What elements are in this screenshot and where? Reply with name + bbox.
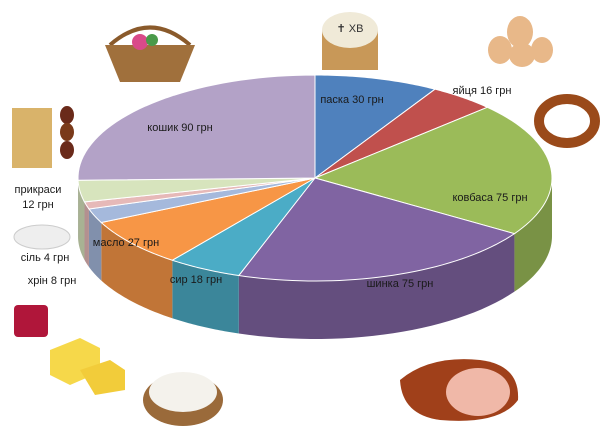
data-label: сир 18 грн [169, 274, 223, 286]
ham-picture [400, 359, 519, 421]
data-label: кошик 90 грн [147, 122, 213, 134]
pie-slice [237, 177, 516, 282]
data-label: ковбаса 75 грн [452, 192, 528, 204]
pie-slice [88, 177, 316, 224]
pie-slice [171, 177, 316, 277]
eggs-picture [488, 16, 553, 67]
pie-slice [313, 106, 553, 235]
decorations-picture [12, 106, 74, 168]
basket-picture [105, 25, 195, 82]
pie-slice-side [78, 180, 85, 260]
cake-picture: ✝ ХВ [322, 12, 378, 70]
svg-text:✝ ХВ: ✝ ХВ [337, 23, 364, 35]
pie-slice [314, 88, 489, 179]
pie-slice [314, 74, 437, 179]
pie-slice-side [88, 208, 102, 281]
pie-slice-side [172, 260, 239, 334]
pie-tops [77, 74, 553, 282]
pie-sides [78, 178, 552, 339]
data-label: шинка 75 грн [366, 278, 434, 290]
data-label: яйця 16 грн [452, 85, 512, 97]
cottage-cheese-picture [143, 372, 223, 426]
salt-picture [13, 224, 71, 250]
pictures: ✝ ХВ [12, 12, 600, 426]
butter-picture [50, 338, 125, 395]
pie-slice-side [101, 222, 173, 319]
data-label: паска 30 грн [320, 94, 384, 106]
data-label: хрін 8 грн [27, 275, 77, 287]
pie-slice-side [238, 233, 515, 339]
pie-slice [77, 74, 316, 181]
pie-slice-side [84, 201, 89, 267]
data-label: масло 27 грн [92, 237, 160, 249]
pie-slice [77, 177, 316, 203]
sausage-picture [534, 94, 600, 148]
pie-slice [100, 177, 316, 261]
data-label: прикраси 12 грн [14, 184, 62, 211]
jar-picture [14, 305, 48, 337]
pie-slice [83, 177, 316, 210]
data-label: сіль 4 грн [20, 252, 70, 264]
pie-slice-side [514, 178, 552, 292]
